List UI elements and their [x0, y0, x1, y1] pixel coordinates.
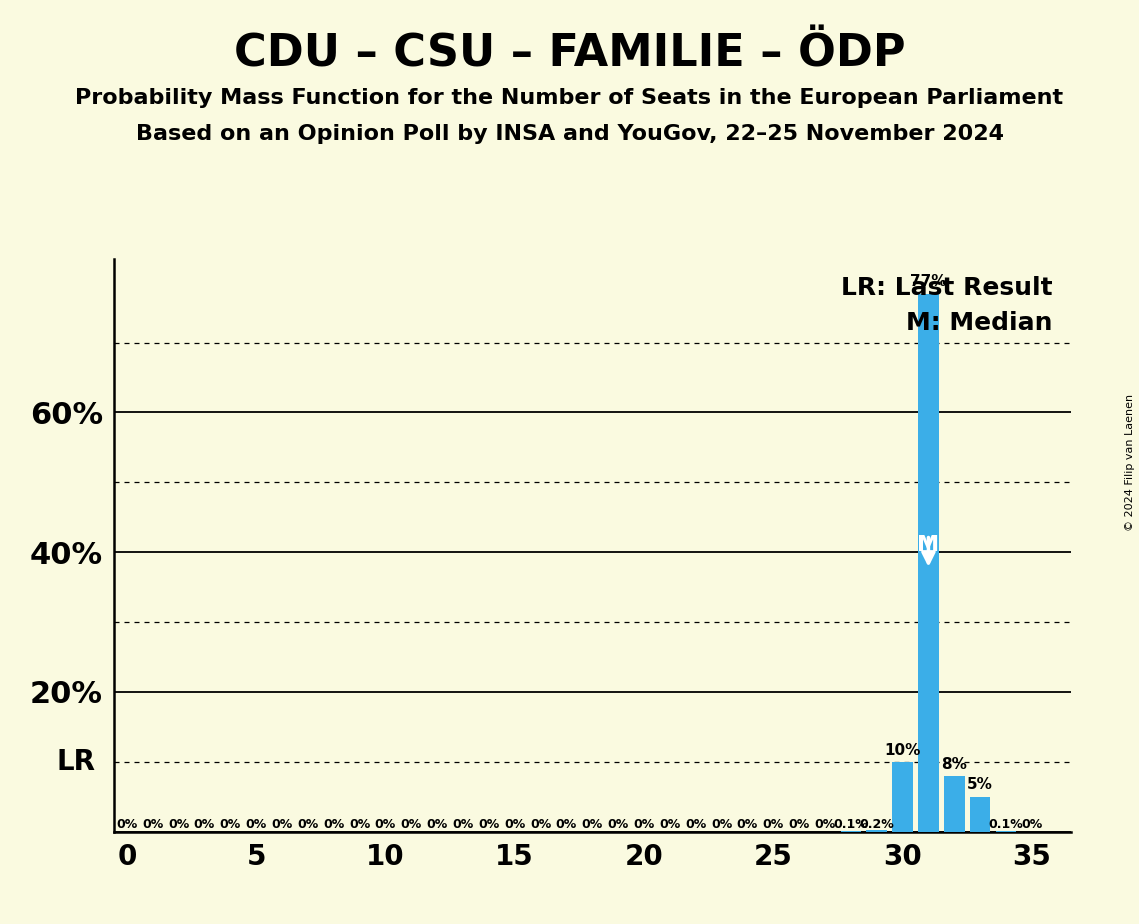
Text: 0%: 0%	[167, 818, 189, 831]
Text: LR: Last Result: LR: Last Result	[841, 276, 1052, 300]
Text: 0.1%: 0.1%	[834, 818, 868, 831]
Bar	[944, 776, 965, 832]
Bar	[867, 830, 887, 832]
Text: 0%: 0%	[556, 818, 577, 831]
Text: 0%: 0%	[582, 818, 603, 831]
Text: 0%: 0%	[220, 818, 240, 831]
Text: © 2024 Filip van Laenen: © 2024 Filip van Laenen	[1125, 394, 1134, 530]
Bar	[918, 294, 939, 832]
Text: M: Median: M: Median	[906, 311, 1052, 335]
Bar	[969, 796, 991, 832]
Text: 0%: 0%	[142, 818, 163, 831]
Text: CDU – CSU – FAMILIE – ÖDP: CDU – CSU – FAMILIE – ÖDP	[233, 32, 906, 76]
Text: 77%: 77%	[910, 274, 947, 289]
Text: 0%: 0%	[530, 818, 551, 831]
Text: 0%: 0%	[505, 818, 525, 831]
Text: 0%: 0%	[763, 818, 784, 831]
Text: 0%: 0%	[349, 818, 370, 831]
Text: 0%: 0%	[297, 818, 319, 831]
Bar	[892, 761, 913, 832]
Text: 0%: 0%	[452, 818, 474, 831]
Text: 0%: 0%	[478, 818, 500, 831]
Text: 0%: 0%	[323, 818, 344, 831]
Text: 0%: 0%	[1022, 818, 1042, 831]
Text: 0%: 0%	[711, 818, 732, 831]
Text: 0.1%: 0.1%	[989, 818, 1023, 831]
Text: 0%: 0%	[788, 818, 810, 831]
Text: 0%: 0%	[375, 818, 396, 831]
Text: 8%: 8%	[941, 757, 967, 772]
Text: 0%: 0%	[607, 818, 629, 831]
Text: 0%: 0%	[426, 818, 448, 831]
Text: 0%: 0%	[737, 818, 759, 831]
Text: 10%: 10%	[884, 743, 920, 758]
Text: 0%: 0%	[194, 818, 215, 831]
Text: 0%: 0%	[685, 818, 706, 831]
Text: 0%: 0%	[633, 818, 655, 831]
Text: 0%: 0%	[659, 818, 680, 831]
Text: 0%: 0%	[814, 818, 836, 831]
Text: 0%: 0%	[401, 818, 421, 831]
Text: M: M	[917, 535, 940, 555]
Text: 0%: 0%	[246, 818, 267, 831]
Text: 0.2%: 0.2%	[859, 818, 894, 831]
Text: 0%: 0%	[271, 818, 293, 831]
Text: Based on an Opinion Poll by INSA and YouGov, 22–25 November 2024: Based on an Opinion Poll by INSA and You…	[136, 124, 1003, 144]
Text: 0%: 0%	[116, 818, 138, 831]
Text: LR: LR	[57, 748, 96, 776]
Text: Probability Mass Function for the Number of Seats in the European Parliament: Probability Mass Function for the Number…	[75, 88, 1064, 108]
Text: 5%: 5%	[967, 777, 993, 793]
